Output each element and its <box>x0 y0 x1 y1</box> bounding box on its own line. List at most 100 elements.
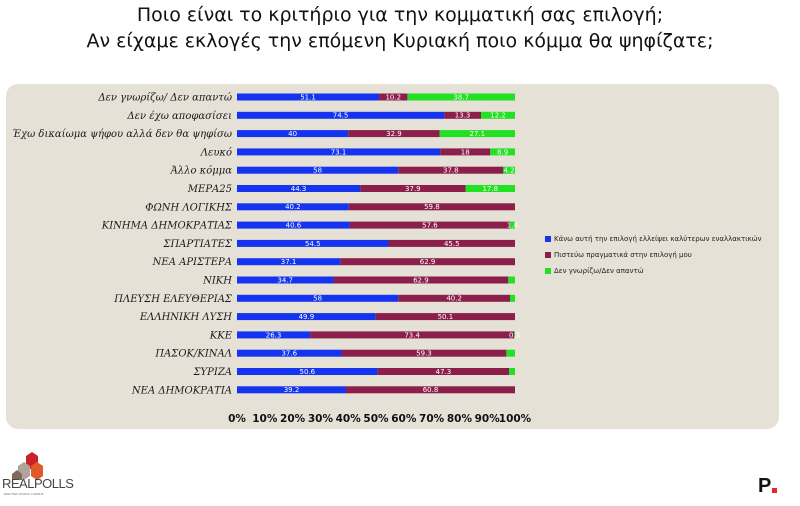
category-label: Δεν έχω αποφασίσει <box>126 111 232 122</box>
bar-segment <box>348 203 515 211</box>
x-tick-label: 90% <box>475 413 501 425</box>
legend-entry: Δεν γνωρίζω/Δεν απαντώ <box>554 267 644 275</box>
bar-segment <box>349 221 510 229</box>
bar-segment <box>444 111 482 119</box>
data-label: 58 <box>313 295 322 303</box>
data-label: 62.9 <box>413 276 429 284</box>
bar-segment <box>237 294 399 302</box>
x-tick-label: 50% <box>363 413 389 425</box>
data-label: 10.2 <box>385 93 401 101</box>
data-label: 40.6 <box>286 222 302 230</box>
bar-segment <box>333 276 509 284</box>
data-label: 74.5 <box>333 112 349 120</box>
category-label: ΣΠΑΡΤΙΑΤΕΣ <box>162 239 233 250</box>
bar-segment <box>508 276 515 284</box>
category-label: ΝΙΚΗ <box>202 276 232 287</box>
category-label: Έχω δικαίωμα ψήφου αλλά δεν θα ψηφίσω <box>12 129 232 140</box>
data-label: 54.5 <box>305 240 321 248</box>
data-label: 40.2 <box>285 203 301 211</box>
x-tick-label: 70% <box>419 413 445 425</box>
chart-title-line-2: Αν είχαμε εκλογές την επόμενη Κυριακή πο… <box>86 30 714 52</box>
bar-segment <box>490 148 515 156</box>
category-label: ΠΛΕΥΣΗ ΕΛΕΥΘΕΡΙΑΣ <box>113 294 233 305</box>
data-label: 50.1 <box>438 313 454 321</box>
data-label: 73.1 <box>331 148 347 156</box>
category-label: ΚΙΝΗΜΑ ΔΗΜΟΚΡΑΤΙΑΣ <box>101 221 233 232</box>
bar-segment <box>509 221 515 229</box>
publisher-dot-icon <box>772 488 777 493</box>
bar-segment <box>345 386 515 394</box>
publisher-mark: P <box>758 475 772 497</box>
bar-segment <box>360 185 466 192</box>
data-label: 59.8 <box>424 203 440 211</box>
bar-segment <box>237 93 380 101</box>
data-label: 50.6 <box>300 368 316 376</box>
bar-segment <box>440 148 491 156</box>
x-tick-label: 40% <box>336 413 362 425</box>
x-tick-label: 30% <box>308 413 334 425</box>
data-label: 45.5 <box>444 240 460 248</box>
legend-entry: Κάνω αυτή την επιλογή ελλείψει καλύτερων… <box>554 235 762 243</box>
category-label: ΦΩΝΗ ΛΟΓΙΚΗΣ <box>145 202 233 213</box>
data-label: 40.2 <box>446 295 462 303</box>
data-label: 44.3 <box>291 185 307 193</box>
data-label: 58 <box>313 167 322 175</box>
bar-segment <box>439 130 515 138</box>
data-label: 0.3 <box>509 331 520 339</box>
bar-segment <box>509 294 515 302</box>
data-label: 12.2 <box>490 112 506 120</box>
bar-segment <box>237 111 445 119</box>
data-label: 26.3 <box>266 331 282 339</box>
data-label: 34.7 <box>277 276 293 284</box>
bar-segment <box>237 386 346 394</box>
bar-segment <box>237 148 441 156</box>
bar-segment <box>310 331 515 339</box>
x-tick-label: 20% <box>280 413 306 425</box>
data-label: 40 <box>288 130 297 138</box>
category-label: Άλλο κόμμα <box>170 166 233 177</box>
realpolls-logo-icon <box>12 452 43 480</box>
category-label: ΜΕΡΑ25 <box>187 184 232 195</box>
bar-segment <box>398 166 504 174</box>
data-label: 60.8 <box>423 386 439 394</box>
data-label: 73.4 <box>404 331 420 339</box>
bar-segment <box>348 130 440 138</box>
category-label: ΚΚΕ <box>209 330 233 341</box>
data-label: 1.8 <box>507 222 518 230</box>
data-label: 17.8 <box>482 185 498 193</box>
category-label: ΠΑΣΟΚ/ΚΙΝΑΛ <box>154 349 232 360</box>
data-label: 37.9 <box>405 185 421 193</box>
bar-segment <box>506 349 515 357</box>
data-label: 37.8 <box>443 167 459 175</box>
bar-segment <box>237 368 378 375</box>
data-label: 13.3 <box>455 112 471 120</box>
data-label: 39.2 <box>284 386 300 394</box>
data-label: 8.9 <box>497 148 508 156</box>
x-tick-label: 60% <box>391 413 417 425</box>
bar-segment <box>481 111 515 119</box>
category-label: Λευκό <box>200 147 232 158</box>
brand-tagline: ΕΡΕΥΝΕΣ ΚΟΙΝΗΣ ΓΝΩΜΗΣ <box>4 492 44 496</box>
bar-segment <box>237 331 311 339</box>
x-tick-label: 0% <box>228 413 246 425</box>
data-label: 49.9 <box>299 313 315 321</box>
bar-segment <box>237 203 349 211</box>
bar-segment <box>237 166 399 174</box>
bar-segment <box>237 313 376 321</box>
category-label: ΝΕΑ ΑΡΙΣΤΕΡΑ <box>152 257 232 268</box>
bar-segment <box>377 368 510 375</box>
data-label: 32.9 <box>386 130 402 138</box>
x-tick-label: 100% <box>499 413 532 425</box>
data-label: 38.7 <box>453 93 469 101</box>
legend-swatch <box>545 236 551 242</box>
legend-swatch <box>545 268 551 274</box>
bar-segment <box>237 349 342 357</box>
x-tick-label: 80% <box>447 413 473 425</box>
brand-name: REALPOLLS <box>2 476 74 491</box>
bar-segment <box>340 258 515 266</box>
data-label: 37.6 <box>281 350 297 358</box>
data-label: 51.1 <box>300 93 316 101</box>
data-label: 62.9 <box>420 258 436 266</box>
category-label: ΝΕΑ ΔΗΜΟΚΡΑΤΙΑ <box>131 385 232 396</box>
data-label: 37.1 <box>281 258 297 266</box>
